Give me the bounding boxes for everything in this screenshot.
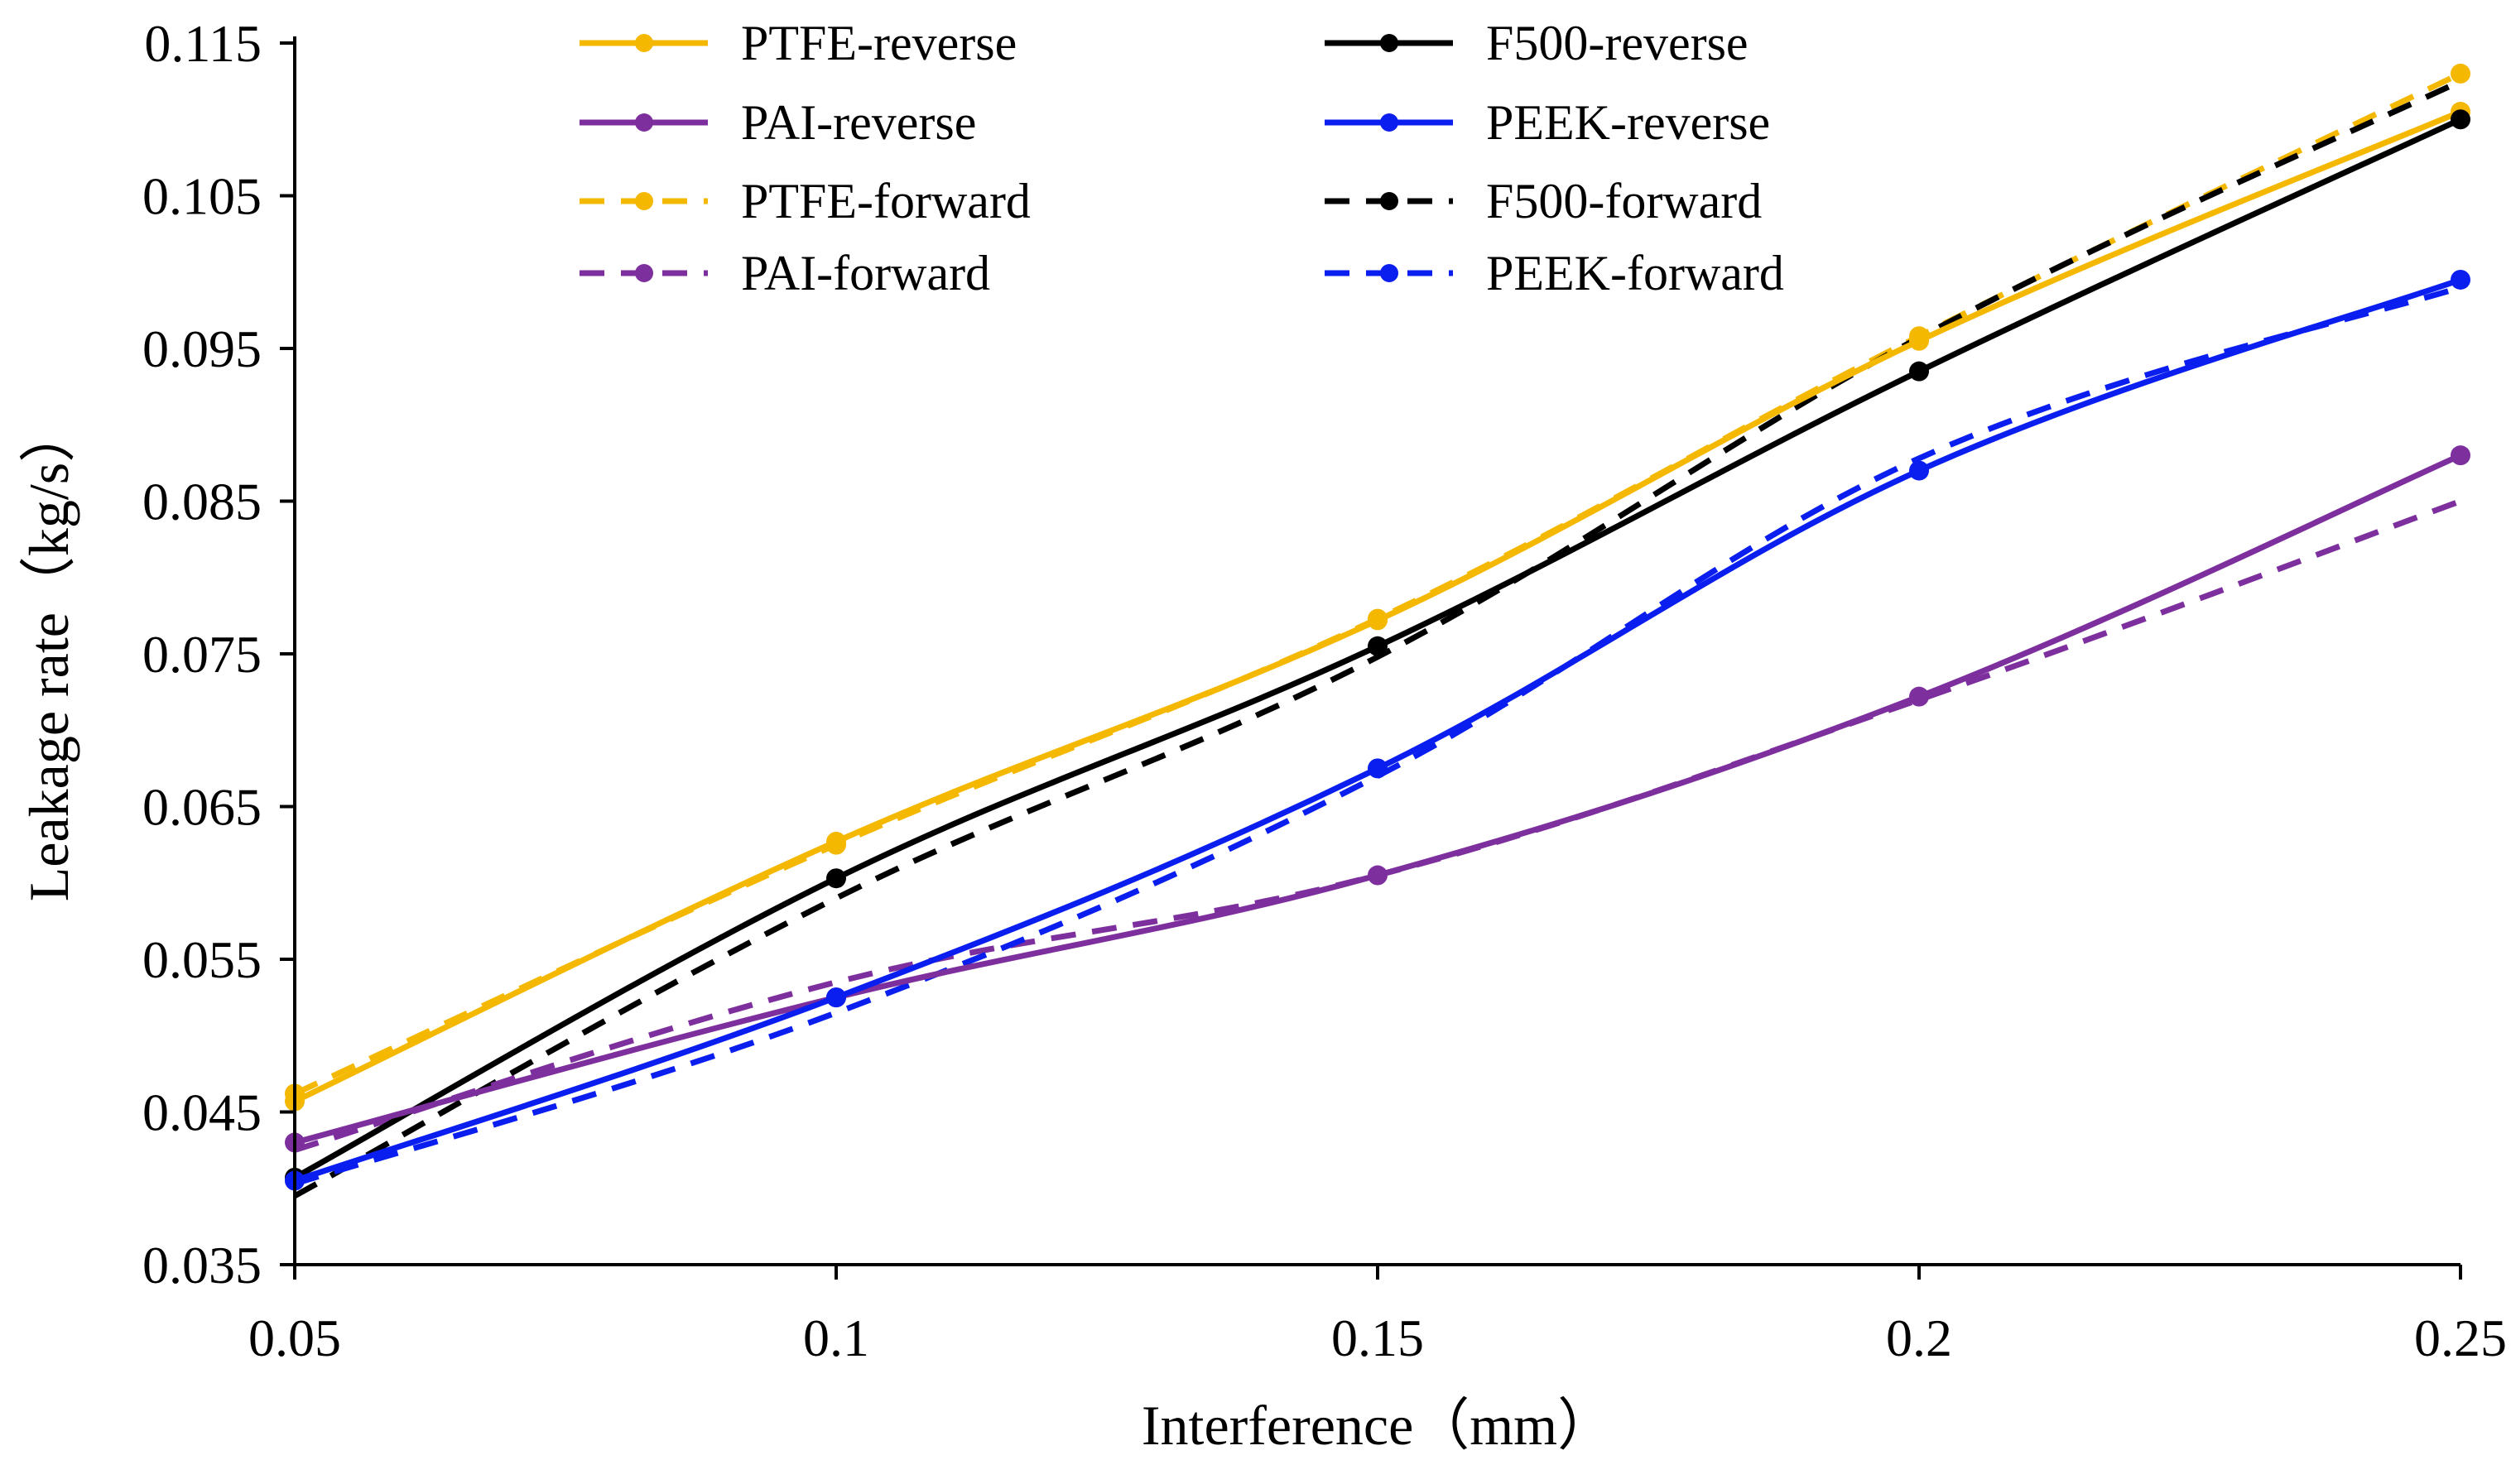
legend-marker-pai-forward bbox=[635, 264, 653, 282]
data-point-peek-reverse bbox=[1909, 460, 1929, 481]
series-line-f500-forward bbox=[293, 78, 2462, 1199]
data-point-f500-reverse bbox=[1909, 361, 1929, 382]
legend-label: PAI-forward bbox=[741, 246, 990, 300]
y-tick-label: 0.035 bbox=[142, 1236, 262, 1294]
legend-label: PAI-reverse bbox=[741, 95, 976, 150]
series-peek-reverse bbox=[285, 269, 2470, 1191]
y-tick-label: 0.055 bbox=[142, 930, 262, 989]
data-point-ptfe-reverse bbox=[1909, 330, 1929, 351]
data-point-f500-reverse bbox=[826, 868, 846, 889]
legend: PTFE-reverse F500-reverse PAI-reverse PEEK-… bbox=[580, 16, 1784, 300]
y-axis-title: Leakage rate（kg/s） bbox=[17, 406, 80, 902]
legend-marker-peek-reverse bbox=[1380, 113, 1398, 132]
data-point-pai-reverse bbox=[2451, 445, 2470, 466]
x-tick-label: 0.15 bbox=[1331, 1309, 1424, 1367]
y-tick-label: 0.065 bbox=[142, 778, 262, 837]
legend-label: PTFE-forward bbox=[741, 174, 1031, 228]
data-point-ptfe-forward bbox=[2451, 63, 2470, 84]
legend-entry-f500-reverse: F500-reverse bbox=[1325, 16, 1749, 70]
data-point-peek-reverse bbox=[2451, 269, 2470, 290]
legend-marker-f500-forward bbox=[1380, 192, 1398, 210]
legend-marker-f500-reverse bbox=[1380, 34, 1398, 52]
y-tick-label: 0.095 bbox=[142, 319, 262, 378]
x-tick-label: 0.05 bbox=[248, 1309, 341, 1367]
y-tick-label: 0.105 bbox=[142, 167, 262, 226]
legend-label: F500-forward bbox=[1486, 174, 1762, 228]
data-point-peek-reverse bbox=[1368, 758, 1388, 779]
legend-label: F500-reverse bbox=[1486, 16, 1749, 70]
y-tick-label: 0.115 bbox=[144, 14, 262, 73]
data-point-ptfe-reverse bbox=[826, 831, 846, 852]
y-tick-label: 0.045 bbox=[142, 1083, 262, 1142]
legend-label: PEEK-forward bbox=[1486, 246, 1784, 300]
series-f500-forward bbox=[293, 78, 2462, 1199]
legend-marker-ptfe-reverse bbox=[635, 34, 653, 52]
legend-entry-ptfe-reverse: PTFE-reverse bbox=[580, 16, 1017, 70]
legend-entry-pai-reverse: PAI-reverse bbox=[580, 95, 976, 150]
legend-entry-ptfe-forward: PTFE-forward bbox=[580, 174, 1031, 228]
data-point-f500-reverse bbox=[1368, 636, 1388, 656]
legend-marker-pai-reverse bbox=[635, 113, 653, 132]
data-point-pai-reverse bbox=[1368, 865, 1388, 886]
data-point-pai-reverse bbox=[1909, 686, 1929, 707]
legend-entry-peek-forward: PEEK-forward bbox=[1325, 246, 1784, 300]
legend-label: PTFE-reverse bbox=[741, 16, 1017, 70]
y-tick-label: 0.075 bbox=[142, 625, 262, 684]
legend-marker-ptfe-forward bbox=[635, 192, 653, 210]
y-axis-ticks: 0.035 0.045 0.055 0.065 0.075 0.085 0.095 0.105… bbox=[142, 14, 295, 1294]
legend-entry-f500-forward: F500-forward bbox=[1325, 174, 1762, 228]
data-point-f500-reverse bbox=[2451, 109, 2470, 130]
x-axis-title: Interference（mm） bbox=[1142, 1394, 1614, 1457]
x-tick-label: 0.1 bbox=[803, 1309, 869, 1367]
y-tick-label: 0.085 bbox=[142, 473, 262, 531]
x-tick-label: 0.2 bbox=[1886, 1309, 1952, 1367]
legend-entry-peek-reverse: PEEK-reverse bbox=[1325, 95, 1770, 150]
legend-marker-peek-forward bbox=[1380, 264, 1398, 282]
data-point-ptfe-reverse bbox=[1368, 610, 1388, 631]
x-tick-label: 0.25 bbox=[2414, 1309, 2507, 1367]
x-axis-ticks: 0.05 0.1 0.15 0.2 0.25 bbox=[248, 1265, 2507, 1367]
data-point-peek-reverse bbox=[826, 987, 846, 1008]
legend-entry-pai-forward: PAI-forward bbox=[580, 246, 990, 300]
legend-label: PEEK-reverse bbox=[1486, 95, 1770, 150]
